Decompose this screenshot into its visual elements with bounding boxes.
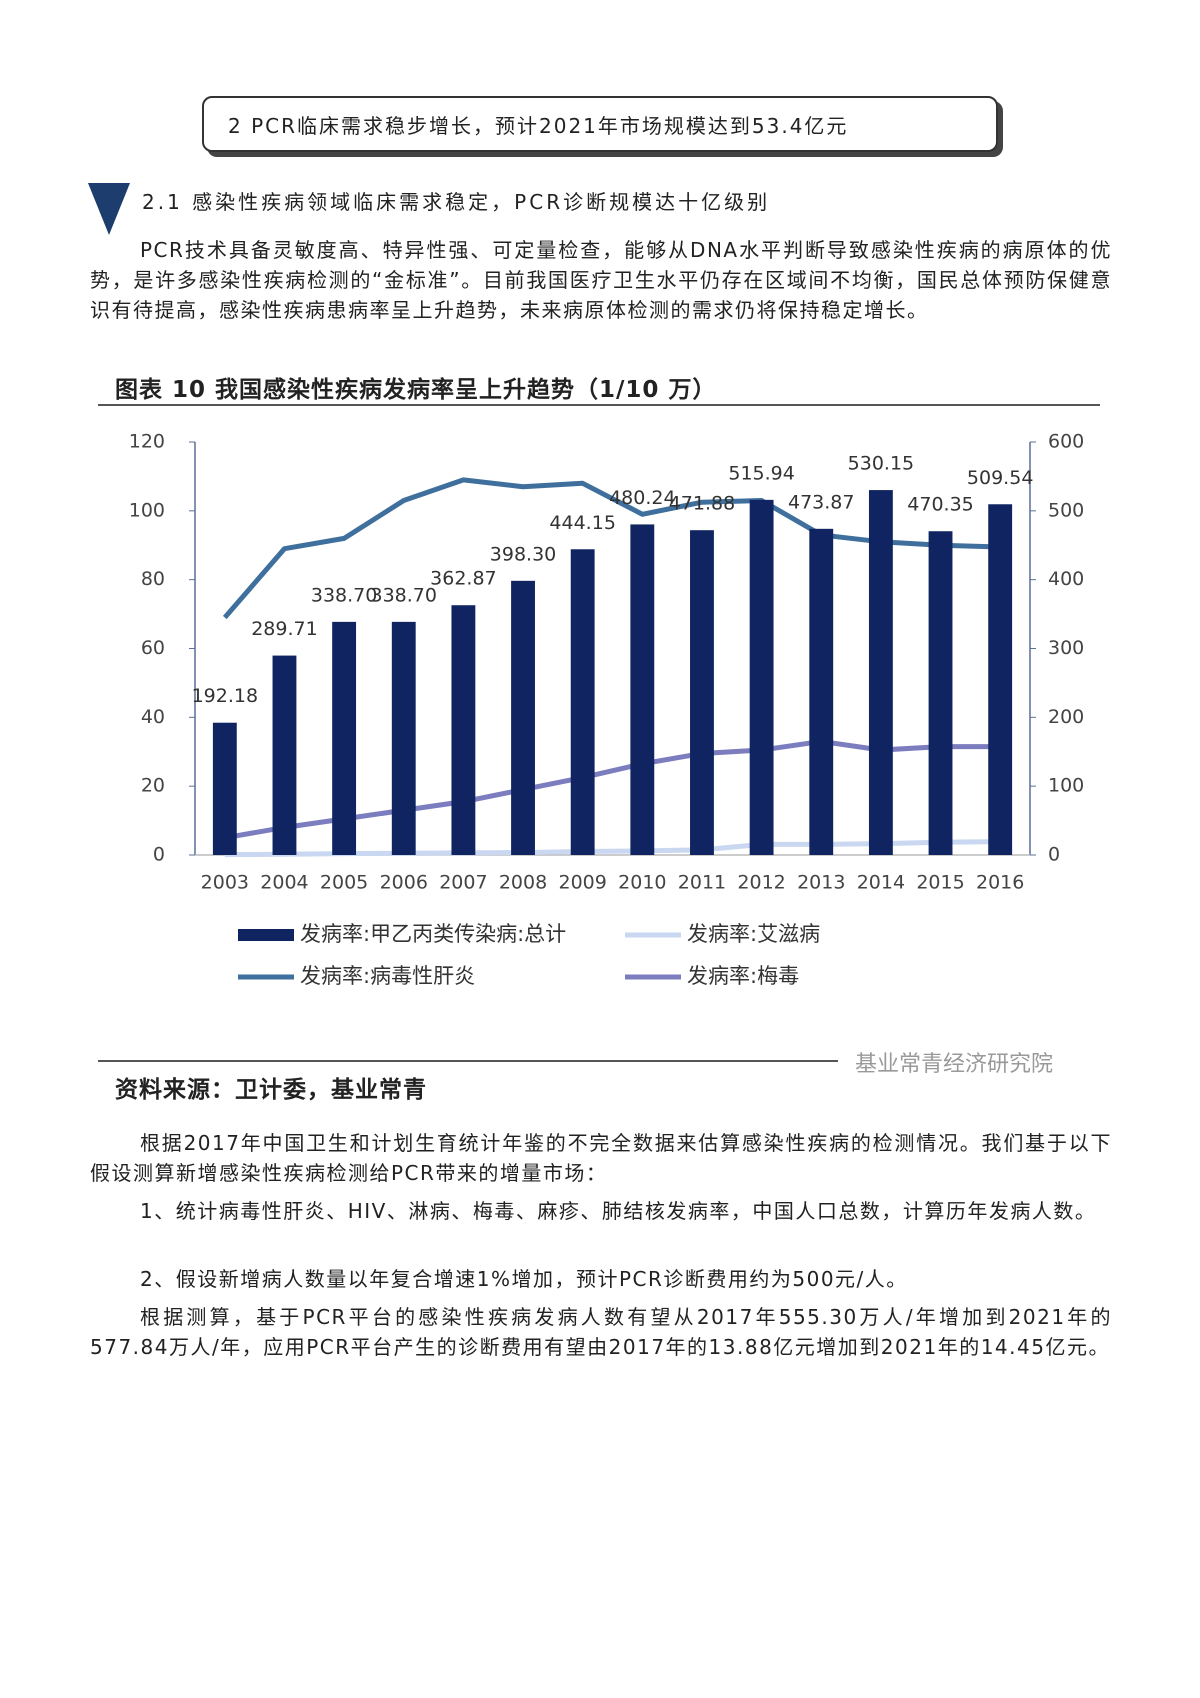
x-tick-label: 2012 — [737, 872, 785, 894]
bar — [212, 722, 237, 855]
data-label: 515.94 — [728, 462, 794, 484]
data-label: 289.71 — [251, 618, 317, 640]
data-label: 509.54 — [967, 467, 1033, 489]
section-marker — [88, 183, 130, 235]
data-label: 192.18 — [192, 685, 258, 707]
data-label: 444.15 — [549, 512, 615, 534]
bar — [332, 621, 357, 855]
rule — [98, 1060, 838, 1062]
x-tick-label: 2010 — [618, 872, 666, 894]
data-label: 338.70 — [371, 584, 437, 606]
x-tick-label: 2011 — [678, 872, 726, 894]
data-label: 398.30 — [490, 543, 556, 565]
y2-tick-label: 500 — [1048, 499, 1084, 521]
data-label: 338.70 — [311, 584, 377, 606]
y2-tick-label: 100 — [1048, 775, 1084, 797]
bar — [809, 528, 834, 855]
y2-tick-label: 200 — [1048, 706, 1084, 728]
paragraph: 根据测算，基于PCR平台的感染性疾病发病人数有望从2017年555.30万人/年… — [90, 1305, 1112, 1359]
section-title: 2.1 感染性疾病领域临床需求稳定，PCR诊断规模达十亿级别 — [142, 190, 771, 214]
x-tick-label: 2015 — [916, 872, 964, 894]
data-label: 471.88 — [669, 493, 735, 515]
chart: 0 20 40 60 80 100 120 0 100 200 300 400 500 600 2003 20… — [129, 431, 1085, 989]
bar — [570, 549, 595, 855]
bar — [690, 530, 714, 855]
x-tick-label: 2003 — [201, 872, 249, 894]
legend-swatch — [238, 929, 294, 941]
x-tick-label: 2005 — [320, 872, 368, 894]
figure-title: 图表 10 我国感染性疾病发病率呈上升趋势（1/10 万） — [115, 377, 717, 403]
x-tick-label: 2009 — [558, 872, 606, 894]
bar — [272, 655, 297, 855]
bar — [451, 605, 476, 855]
y2-tick-label: 300 — [1048, 637, 1084, 659]
watermark: 基业常青经济研究院 — [855, 1052, 1054, 1077]
legend-label: 发病率:梅毒 — [687, 964, 799, 988]
x-tick-label: 2013 — [797, 872, 845, 894]
x-tick-label: 2008 — [499, 872, 547, 894]
x-tick-label: 2014 — [857, 872, 905, 894]
bar — [511, 580, 535, 855]
figure-source: 资料来源：卫计委，基业常青 — [115, 1077, 427, 1103]
paragraph: 2、假设新增病人数量以年复合增速1%增加，预计PCR诊断费用约为500元/人。 — [140, 1267, 908, 1291]
x-tick-label: 2016 — [976, 872, 1024, 894]
data-label: 530.15 — [848, 453, 914, 475]
data-label: 473.87 — [788, 491, 854, 513]
bar — [391, 621, 416, 855]
y-tick-label: 40 — [141, 706, 165, 728]
y-tick-label: 80 — [141, 568, 165, 590]
x-tick-label: 2007 — [439, 872, 487, 894]
legend-label: 发病率:甲乙丙类传染病:总计 — [300, 922, 566, 946]
y-tick-label: 120 — [129, 431, 165, 453]
chapter-header: 2 PCR临床需求稳步增长，预计2021年市场规模达到53.4亿元 — [202, 96, 998, 152]
y-tick-label: 0 — [153, 844, 165, 866]
y2-tick-label: 0 — [1048, 844, 1060, 866]
x-tick-label: 2006 — [380, 872, 428, 894]
data-label: 480.24 — [609, 487, 675, 509]
y-tick-label: 20 — [141, 775, 165, 797]
bar — [868, 490, 893, 855]
y2-tick-label: 400 — [1048, 568, 1084, 590]
y2-tick-label: 600 — [1048, 431, 1084, 453]
data-label: 362.87 — [430, 568, 496, 590]
y-tick-label: 100 — [129, 499, 165, 521]
bar — [630, 524, 655, 855]
bar — [988, 504, 1013, 855]
y-tick-label: 60 — [141, 637, 165, 659]
bar — [749, 499, 774, 855]
paragraph: 1、统计病毒性肝炎、HIV、淋病、梅毒、麻疹、肺结核发病率，中国人口总数，计算历… — [140, 1199, 1097, 1223]
data-label: 470.35 — [907, 494, 973, 516]
legend-label: 发病率:艾滋病 — [687, 922, 820, 946]
bar — [928, 531, 953, 855]
paragraph: 根据2017年中国卫生和计划生育统计年鉴的不完全数据来估算感染性疾病的检测情况。… — [90, 1131, 1112, 1185]
legend-label: 发病率:病毒性肝炎 — [300, 964, 475, 988]
x-tick-label: 2004 — [260, 872, 308, 894]
paragraph: PCR技术具备灵敏度高、特异性强、可定量检查，能够从DNA水平判断导致感染性疾病… — [90, 238, 1112, 322]
rule — [98, 404, 1100, 406]
